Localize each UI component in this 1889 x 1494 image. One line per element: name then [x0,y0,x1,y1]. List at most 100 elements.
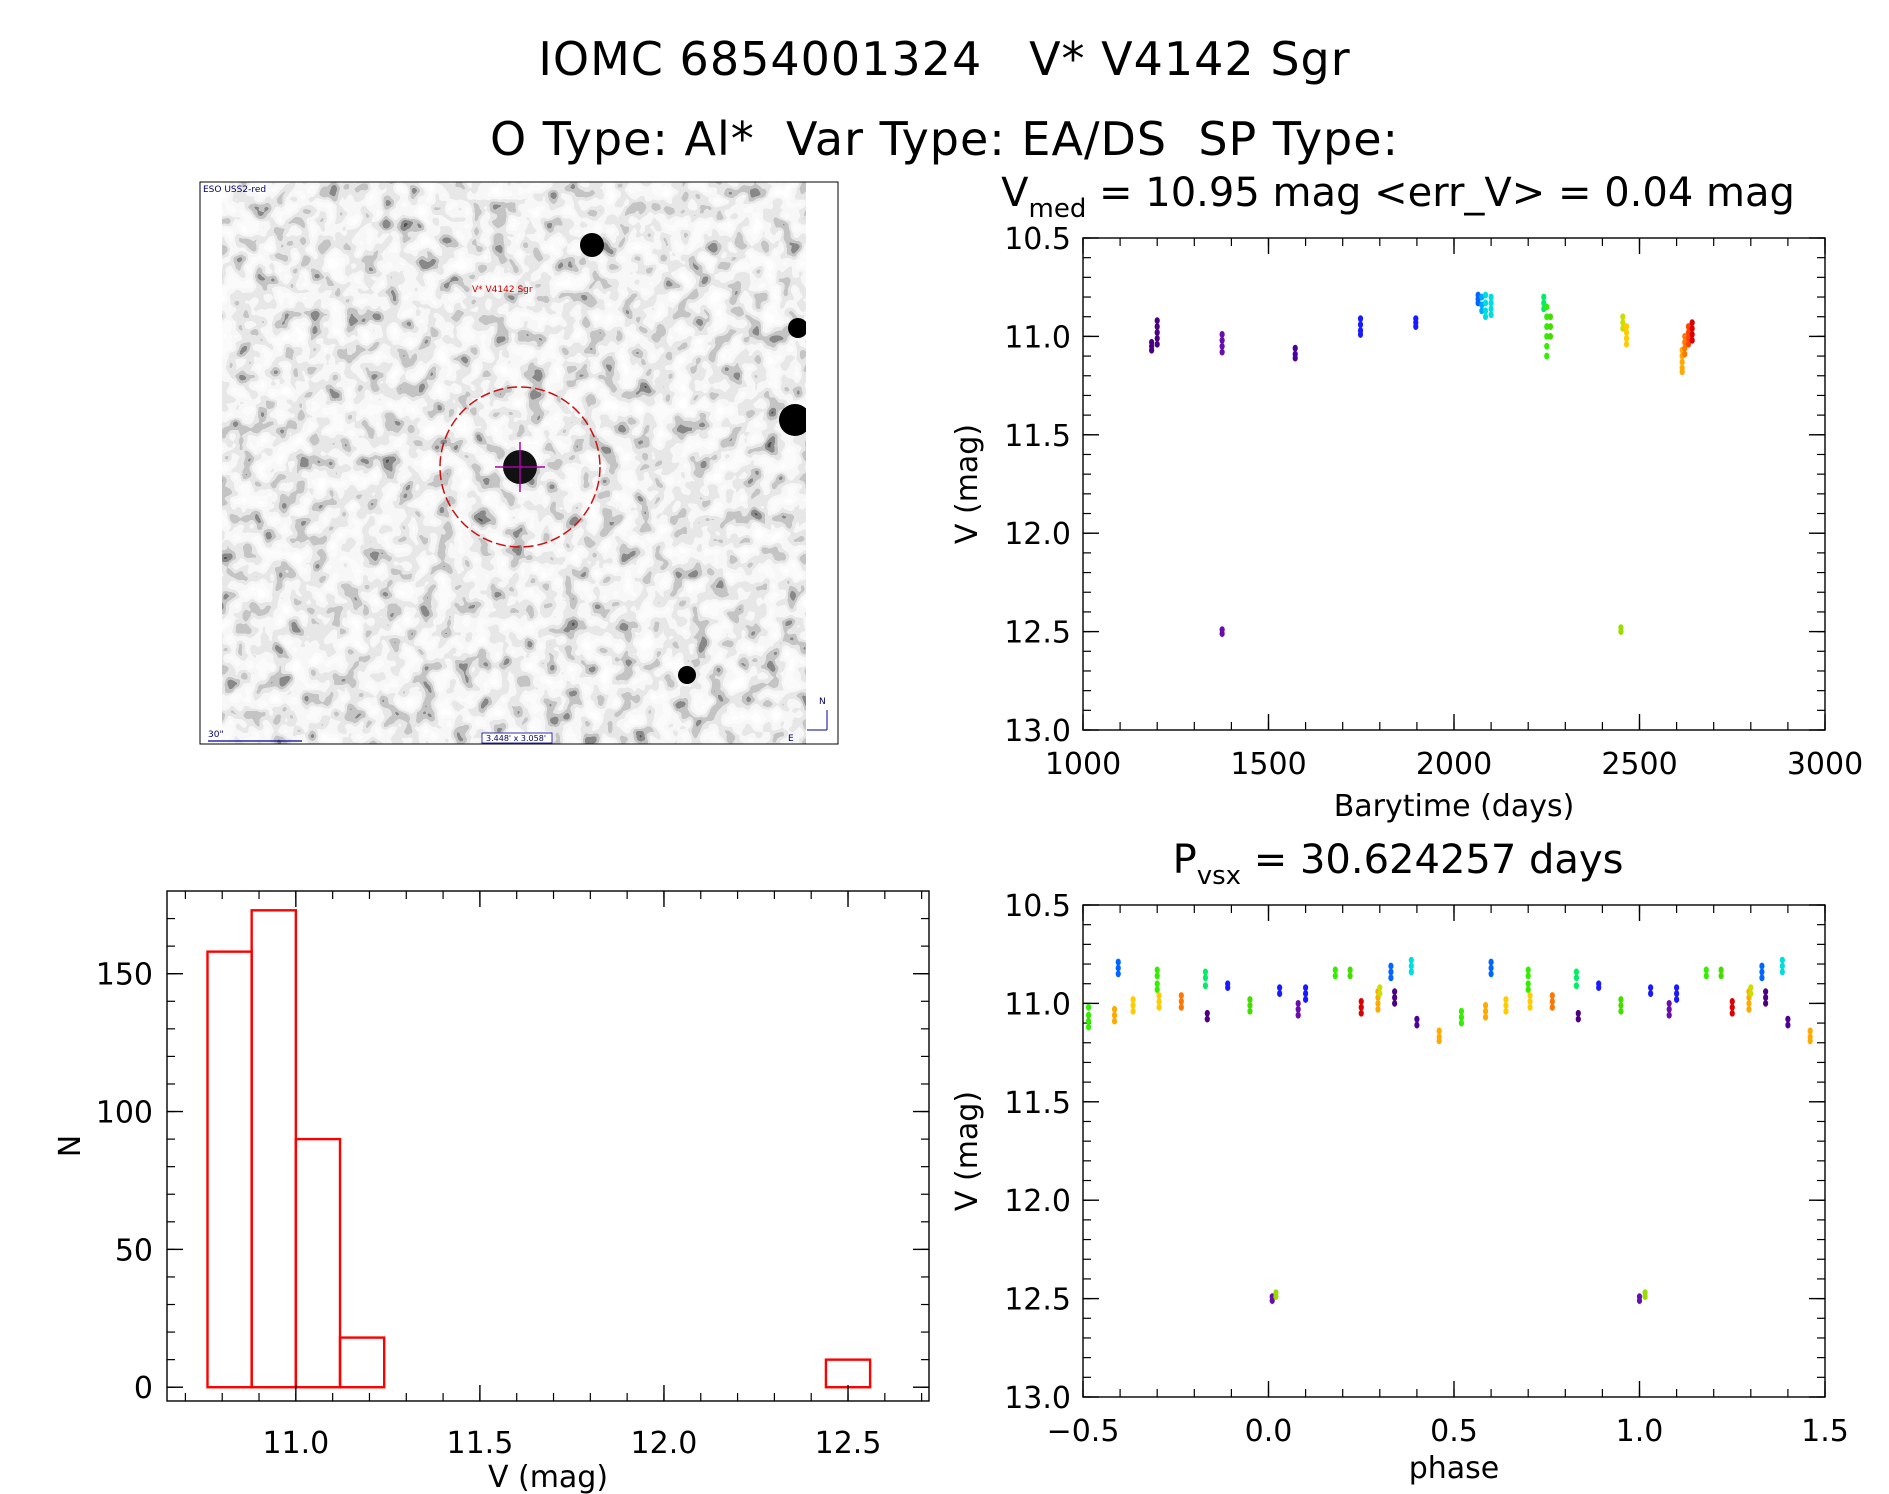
data-point [1482,1007,1489,1015]
data-point [1618,1001,1624,1009]
data-point [1674,990,1680,997]
y-tick-label: 0 [134,1371,153,1406]
data-point [1111,1005,1118,1013]
data-point [1357,315,1364,323]
data-point [1620,319,1626,327]
data-point [1115,970,1121,978]
y-tick-label: 13.0 [1004,1381,1071,1416]
data-point [1375,1005,1381,1013]
data-point [1679,358,1685,366]
data-point [1689,331,1695,338]
data-point [1247,1001,1253,1009]
histogram-plot: 11.0 11.5 12.0 12.5 0 50 100 150 V (mag) N [53,890,930,1494]
data-point [1295,1005,1301,1013]
main-title: IOMC 6854001324 V* V4142 Sgr [538,32,1351,86]
data-point [1596,984,1602,992]
histogram-xlabel: V (mag) [488,1460,608,1494]
data-point [1759,962,1765,970]
light-curve-xlabel: Barytime (days) [1334,789,1575,824]
data-point [1759,974,1765,982]
data-point [1527,1003,1533,1011]
data-point [1277,990,1283,997]
data-point [1178,992,1184,999]
data-point [1488,964,1494,972]
y-tick-label: 12.0 [1004,1184,1071,1219]
phase-curve-title: Pvsx = 30.624257 days [1173,837,1624,891]
data-point [1482,307,1489,315]
data-point [1488,970,1494,978]
data-point [1525,986,1531,994]
data-point [1130,1007,1136,1015]
fov-label: 3.448' x 3.058' [486,734,546,743]
data-point [1154,334,1160,342]
data-point [1682,344,1688,352]
x-tick-label: 12.0 [631,1426,698,1461]
x-tick-label: 3000 [1787,747,1863,782]
data-point [1154,323,1160,330]
data-point [1488,311,1494,319]
data-point [1219,342,1225,350]
y-tick-label: 12.0 [1004,517,1071,552]
y-tick-label: 10.5 [1004,222,1071,257]
data-point [1729,998,1735,1005]
data-point [1292,344,1298,352]
data-point [1358,998,1364,1005]
data-point [1388,962,1394,970]
data-point [1729,1003,1735,1011]
data-point [1779,956,1785,964]
data-point [1648,984,1654,992]
data-point [1642,1293,1648,1301]
histogram-bar [206,950,253,1389]
data-point [1703,966,1709,974]
phase-curve-plot: Pvsx = 30.624257 days −0.5 0.0 0.5 1.0 1.5 1… [950,837,1849,1486]
y-tick-label: 11.0 [1004,320,1071,355]
survey-label: ESO USS2-red [203,185,266,195]
data-point [1458,1019,1465,1027]
data-point [1525,972,1531,980]
data-point [1544,342,1550,350]
data-point [1703,972,1709,980]
histogram-bar [824,1358,872,1389]
data-point [1729,1009,1735,1017]
histogram-x-ticks: 11.0 11.5 12.0 12.5 [184,891,923,1461]
y-tick-label: 10.5 [1004,889,1071,924]
light-curve-y-ticks: 10.5 11.0 11.5 12.0 12.5 13.0 [1004,222,1825,749]
x-tick-label: 12.5 [815,1426,882,1461]
data-point [1247,1007,1253,1015]
data-point [1503,996,1509,1003]
data-point [1779,962,1785,970]
data-point [1388,968,1394,976]
data-point [1154,329,1160,336]
data-point [1636,1297,1643,1304]
svg-text:N: N [819,697,826,707]
data-point [1785,1015,1791,1023]
data-point [1541,293,1547,301]
y-tick-label: 150 [96,958,153,993]
x-tick-label: 1.5 [1801,1414,1849,1449]
data-point [1303,984,1309,992]
data-point [1544,323,1550,330]
data-point [1202,968,1209,976]
data-point [1436,1027,1442,1035]
phase-curve-points [1085,956,1813,1304]
data-point [1358,1003,1364,1011]
data-point [1482,1001,1489,1009]
scale-label: 30" [208,730,224,740]
x-tick-label: 2000 [1416,747,1492,782]
data-point [1527,998,1533,1005]
data-point [1202,982,1209,990]
data-point [1527,992,1533,999]
data-point [1689,325,1695,332]
data-point [1573,974,1580,982]
data-point [1156,1003,1162,1011]
data-point [1503,1007,1509,1015]
data-point [1204,1015,1210,1023]
data-point [1115,958,1121,966]
data-point [1549,998,1555,1005]
data-point [1682,350,1688,358]
data-point [1413,323,1419,330]
data-point [1547,333,1554,340]
data-point [1674,984,1680,992]
x-tick-label: 1.0 [1616,1414,1664,1449]
y-tick-label: 12.5 [1004,616,1071,651]
